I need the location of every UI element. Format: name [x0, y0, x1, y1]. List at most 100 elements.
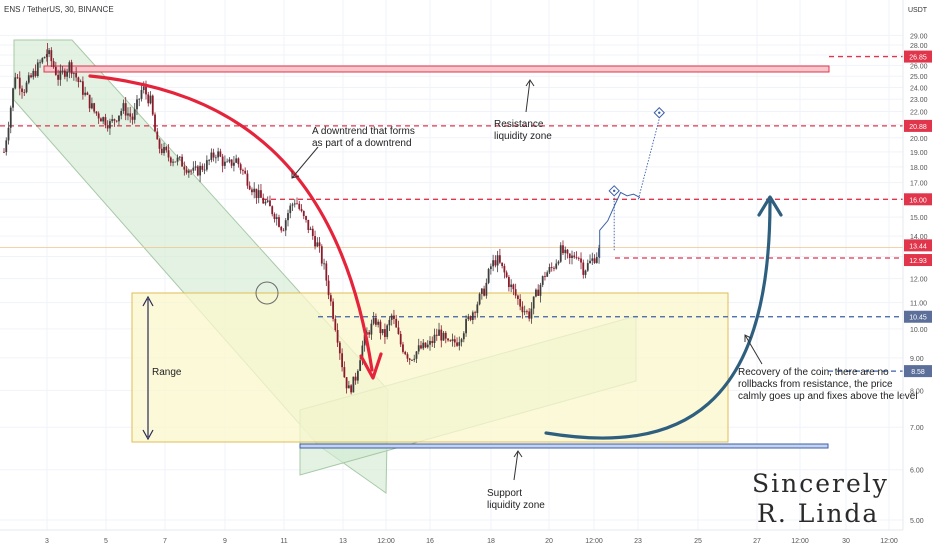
candle-body — [377, 321, 380, 325]
resistance-note-line2: liquidity zone — [494, 131, 552, 142]
time-tick-label: 5 — [104, 538, 108, 545]
candle-body — [404, 351, 407, 355]
resistance-pointer — [525, 79, 531, 113]
candle-body — [537, 289, 540, 296]
target-dot — [612, 189, 616, 193]
candle-body — [18, 77, 21, 89]
candle-body — [318, 242, 321, 247]
candle-body — [300, 208, 303, 212]
candle-body — [435, 334, 438, 336]
candle-body — [517, 295, 519, 299]
candle-body — [494, 260, 497, 266]
candle-body — [370, 323, 373, 335]
candle-body — [109, 121, 111, 129]
candle-body — [235, 158, 238, 163]
candle-body — [467, 316, 470, 320]
candle-body — [176, 157, 179, 162]
candle-body — [584, 270, 587, 275]
candle-body — [174, 161, 177, 163]
candle-body — [384, 329, 386, 337]
candle-body — [354, 376, 357, 381]
price-tag-label: 20.88 — [909, 124, 927, 131]
candle-body — [160, 148, 163, 154]
candle-body — [386, 325, 389, 337]
price-tick-label: 10.00 — [910, 327, 928, 334]
time-tick-label: 12:00 — [585, 538, 603, 545]
candle-body — [120, 110, 123, 116]
candle-body — [165, 147, 168, 151]
candle-body — [251, 189, 253, 193]
candle-body — [338, 342, 341, 354]
candle-body — [307, 219, 310, 230]
candle-body — [210, 152, 213, 160]
candle-body — [356, 370, 359, 381]
candle-body — [266, 200, 269, 202]
candle-body — [564, 249, 567, 254]
candle-body — [84, 92, 87, 95]
candle-body — [555, 263, 558, 269]
candle-body — [192, 167, 195, 171]
support-pointer — [513, 450, 519, 481]
candle-body — [350, 385, 353, 393]
candle-body — [271, 206, 274, 215]
candlesticks — [3, 43, 600, 395]
candle-body — [156, 131, 159, 140]
blue-curved-arrow — [544, 200, 772, 440]
target-dot — [658, 111, 661, 114]
candle-body — [519, 298, 522, 307]
candle-body — [512, 284, 515, 290]
candle-body — [185, 169, 188, 173]
candle-body — [158, 139, 161, 149]
candle-body — [316, 242, 319, 247]
candle-body — [305, 216, 307, 220]
candle-body — [239, 164, 242, 171]
candle-body — [424, 342, 427, 348]
candle-body — [147, 94, 150, 104]
candle-body — [507, 277, 510, 288]
candle-body — [275, 217, 278, 219]
candle-body — [23, 92, 26, 93]
candle-body — [223, 161, 226, 166]
price-tag-label: 8.58 — [911, 369, 925, 376]
price-tag-label: 12.93 — [909, 258, 927, 265]
recovery-note-line3: calmly goes up and fixes above the level — [738, 391, 918, 402]
time-tick-label: 11 — [280, 538, 287, 545]
time-tick-label: 12:00 — [880, 538, 898, 545]
candle-body — [453, 339, 456, 343]
candle-body — [66, 71, 69, 77]
candle-body — [510, 284, 513, 288]
candle-body — [289, 205, 292, 214]
candle-body — [269, 200, 271, 207]
candle-body — [503, 265, 506, 273]
price-tick-label: 14.00 — [910, 234, 928, 241]
candle-body — [447, 338, 449, 341]
time-tick-label: 23 — [634, 538, 642, 545]
candle-body — [201, 165, 204, 170]
target-dotted-line — [637, 118, 660, 200]
candle-body — [142, 86, 145, 90]
horizontal-levels — [0, 55, 903, 372]
candle-body — [327, 280, 330, 296]
resistance-zone — [43, 65, 830, 73]
candle-body — [205, 160, 208, 170]
signature-line2: R. Linda — [757, 499, 879, 528]
time-tick-label: 12:00 — [791, 538, 809, 545]
time-tick-label: 9 — [223, 538, 227, 545]
time-tick-label: 7 — [163, 538, 167, 545]
price-tick-label: 18.00 — [910, 165, 928, 172]
candle-body — [505, 272, 508, 278]
candle-body — [582, 262, 585, 275]
candle-body — [212, 152, 215, 158]
candle-body — [43, 57, 46, 59]
candle-body — [586, 263, 589, 271]
candle-body — [102, 117, 105, 122]
red-arrow-head — [359, 352, 383, 380]
candle-body — [422, 342, 425, 349]
candle-body — [352, 376, 355, 393]
candle-body — [113, 119, 116, 121]
projection-path — [599, 191, 641, 259]
red-curved-arrow — [88, 74, 374, 372]
resistance-note-line1: Resistance — [494, 119, 544, 130]
